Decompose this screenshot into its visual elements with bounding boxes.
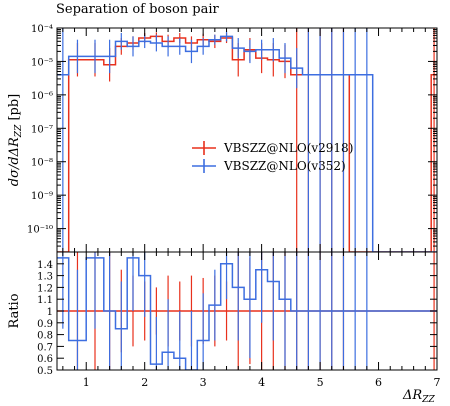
ratio-histogram-v352 bbox=[57, 257, 437, 370]
y-tick-label: 10⁻⁶ bbox=[31, 91, 53, 102]
x-axis-label-text: ΔR bbox=[402, 388, 422, 403]
legend-label-v2918: VBSZZ@NLO(v2918) bbox=[223, 141, 353, 155]
ratio-plot-panel: 0.50.60.70.80.911.11.21.31.41 2 3 4 5 6 7 bbox=[37, 251, 441, 389]
y-axis-label-text: dσ/dΔR bbox=[7, 137, 22, 186]
chart-title: Separation of boson pair bbox=[56, 2, 220, 17]
ratio-y-tick-label: 1.2 bbox=[37, 283, 53, 294]
x-tick-label: 4 bbox=[258, 376, 265, 389]
y-tick-label: 10⁻⁵ bbox=[31, 57, 53, 68]
legend-label-v352: VBSZZ@NLO(v352) bbox=[223, 159, 346, 173]
main-plot-panel: 10⁻⁴ 10⁻⁵ 10⁻⁶ 10⁻⁷ 10⁻⁸ 10⁻⁹ 10⁻¹⁰ bbox=[27, 24, 438, 253]
y-tick-label: 10⁻⁹ bbox=[31, 191, 53, 202]
x-axis-label-subscript: ZZ bbox=[421, 395, 435, 405]
x-tick-label: 3 bbox=[200, 376, 207, 389]
legend-entry-v352: VBSZZ@NLO(v352) bbox=[192, 159, 346, 173]
y-tick-label: 10⁻¹⁰ bbox=[27, 225, 53, 236]
ratio-y-tick-label: 1.3 bbox=[37, 272, 53, 283]
ratio-y-tick-label: 0.6 bbox=[37, 354, 53, 365]
x-tick-label: 6 bbox=[375, 376, 382, 389]
ratio-label-text: Ratio bbox=[7, 293, 22, 328]
ratio-y-tick-label: 1 bbox=[47, 307, 53, 318]
ratio-y-tick-label: 0.8 bbox=[37, 331, 53, 342]
ratio-y-tick-label: 0.7 bbox=[37, 342, 53, 353]
y-axis-label-ratio: Ratio bbox=[7, 293, 22, 328]
x-axis-label: ΔRZZ bbox=[402, 388, 435, 405]
y-tick-label: 10⁻⁴ bbox=[31, 24, 53, 35]
legend-entry-v2918: VBSZZ@NLO(v2918) bbox=[192, 141, 353, 155]
ratio-y-tick-label: 0.5 bbox=[37, 366, 53, 377]
ratio-y-tick-label: 1.4 bbox=[37, 260, 53, 271]
y-tick-label: 10⁻⁸ bbox=[31, 158, 53, 169]
x-tick-label: 1 bbox=[83, 376, 90, 389]
main-frame bbox=[56, 27, 438, 253]
main-histogram-v352 bbox=[57, 35, 437, 252]
y-axis-label-main: dσ/dΔRZZ [pb] bbox=[7, 94, 24, 187]
y-axis-label-subscript: ZZ bbox=[14, 124, 24, 138]
x-tick-label: 2 bbox=[141, 376, 148, 389]
legend: VBSZZ@NLO(v2918) VBSZZ@NLO(v352) bbox=[192, 141, 353, 173]
y-tick-label: 10⁻⁷ bbox=[31, 124, 53, 135]
x-tick-label: 7 bbox=[434, 376, 441, 389]
ratio-y-tick-label: 1.1 bbox=[37, 295, 53, 306]
x-tick-label: 5 bbox=[317, 376, 324, 389]
svg-text:dσ/dΔRZZ [pb]: dσ/dΔRZZ [pb] bbox=[7, 94, 24, 187]
ratio-series-group bbox=[57, 252, 437, 370]
main-series-group bbox=[57, 28, 437, 252]
y-axis-label-unit: [pb] bbox=[7, 94, 22, 125]
ratio-y-tick-label: 0.9 bbox=[37, 319, 53, 330]
